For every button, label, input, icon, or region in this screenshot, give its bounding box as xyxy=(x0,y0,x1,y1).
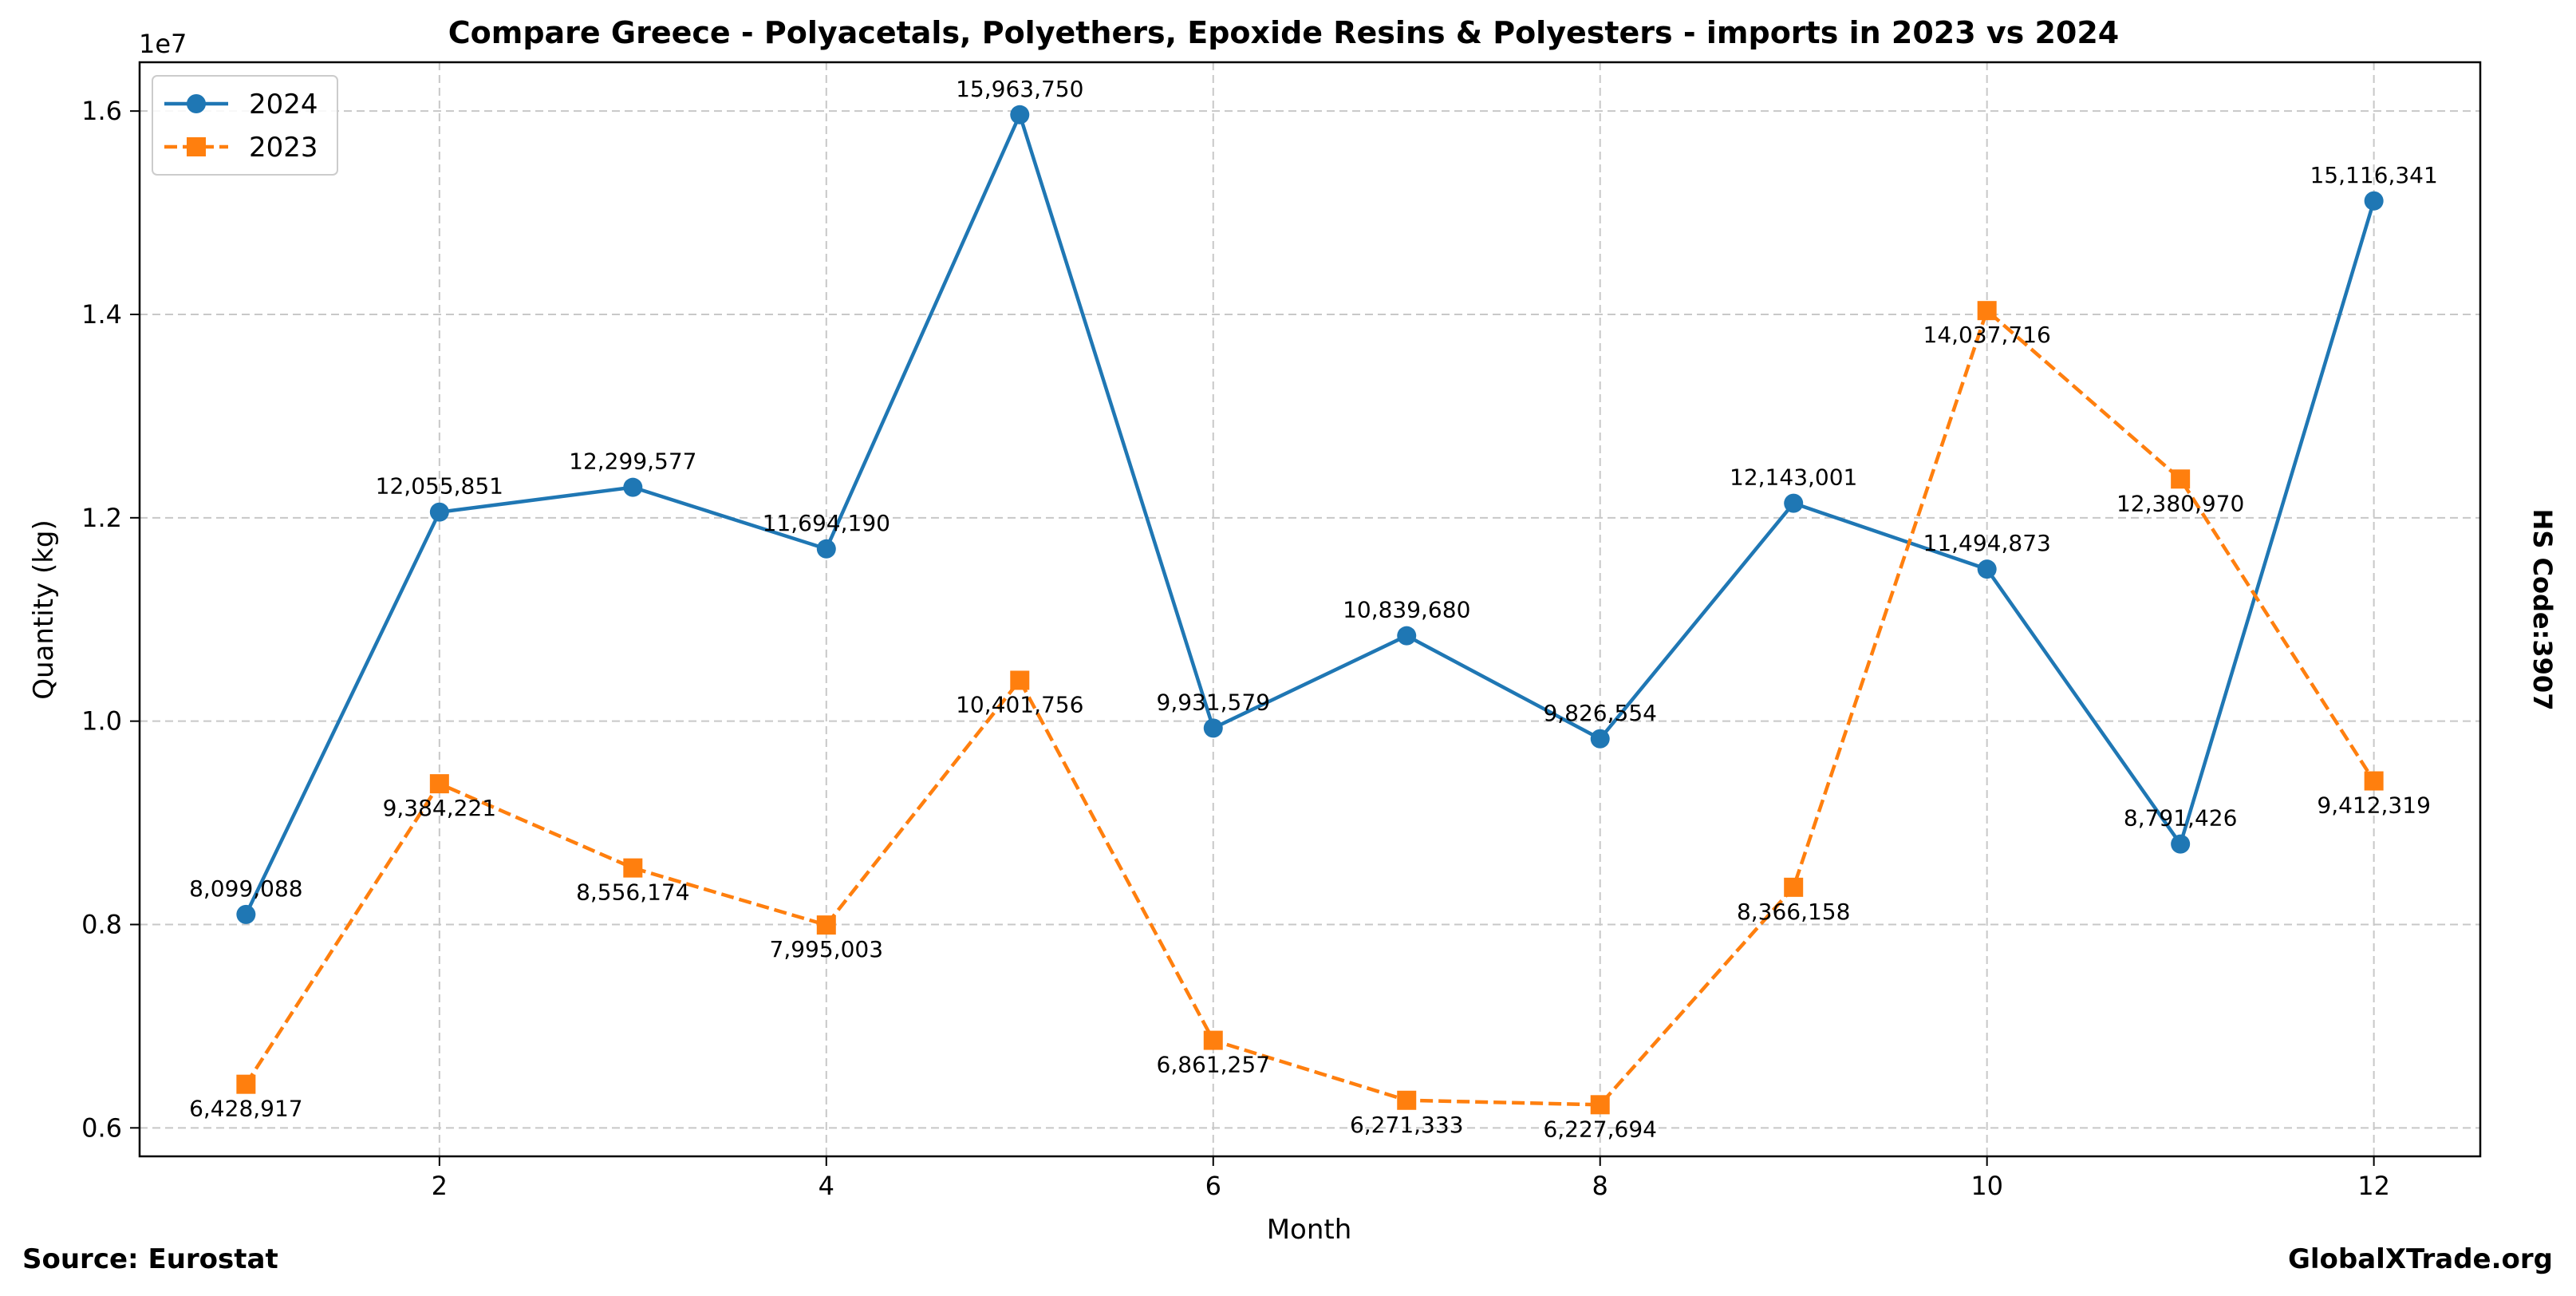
x-axis-label: Month xyxy=(1267,1214,1352,1246)
data-label-2024: 9,826,554 xyxy=(1543,700,1657,726)
data-point-2023 xyxy=(1010,670,1030,690)
source-label: Source: Eurostat xyxy=(22,1243,278,1275)
data-label-2024: 11,494,873 xyxy=(1923,530,2051,556)
data-label-2024: 11,694,190 xyxy=(763,510,890,536)
data-label-2024: 12,143,001 xyxy=(1730,464,1857,491)
data-point-2024 xyxy=(1203,718,1223,738)
series-lines xyxy=(244,113,2376,1107)
data-label-2024: 10,839,680 xyxy=(1343,597,1470,623)
y-tick-label: 0.6 xyxy=(81,1112,122,1143)
x-tick-label: 8 xyxy=(1592,1171,1608,1201)
data-label-2023: 6,271,333 xyxy=(1350,1112,1464,1138)
y-tick-label: 1.0 xyxy=(81,706,122,737)
data-point-2023 xyxy=(816,915,836,935)
data-label-2023: 6,428,917 xyxy=(189,1096,303,1122)
series-markers xyxy=(236,105,2384,1115)
data-label-2023: 6,227,694 xyxy=(1543,1116,1657,1142)
data-label-2023: 8,556,174 xyxy=(576,879,690,906)
legend-marker-2023 xyxy=(187,137,206,156)
data-label-2023: 9,384,221 xyxy=(383,795,497,821)
data-label-2024: 9,931,579 xyxy=(1157,689,1271,715)
chart-title: Compare Greece - Polyacetals, Polyethers… xyxy=(448,15,2120,50)
data-point-2023 xyxy=(1977,301,1997,321)
data-label-2024: 8,791,426 xyxy=(2124,805,2238,832)
data-point-2023 xyxy=(623,858,643,878)
y-tick-label: 1.6 xyxy=(81,96,122,126)
data-point-2024 xyxy=(1010,105,1030,124)
data-point-2024 xyxy=(623,477,643,497)
data-label-2024: 15,963,750 xyxy=(956,76,1083,102)
data-point-2023 xyxy=(2364,771,2384,791)
data-point-2023 xyxy=(1397,1090,1417,1110)
data-label-2023: 10,401,756 xyxy=(956,691,1083,717)
y-axis-scale-label: 1e7 xyxy=(139,29,187,59)
legend-label-2023: 2023 xyxy=(249,132,318,164)
x-tick-label: 10 xyxy=(1970,1171,2003,1201)
data-point-2024 xyxy=(1977,559,1997,579)
legend-marker-2024 xyxy=(187,94,206,113)
x-tick-label: 2 xyxy=(432,1171,448,1201)
data-label-2023: 14,037,716 xyxy=(1923,322,2051,348)
data-point-2024 xyxy=(2171,834,2191,854)
data-label-2023: 9,412,319 xyxy=(2317,792,2431,819)
data-point-2024 xyxy=(1397,626,1417,646)
data-point-2024 xyxy=(429,502,449,522)
data-label-2024: 12,299,577 xyxy=(569,448,696,475)
x-tick-label: 12 xyxy=(2357,1171,2390,1201)
data-point-2024 xyxy=(236,904,256,924)
data-label-2024: 12,055,851 xyxy=(376,473,503,500)
data-point-2023 xyxy=(1203,1030,1223,1050)
data-label-2023: 8,366,158 xyxy=(1737,899,1851,925)
y-axis-ticks: 0.6 0.8 1.0 1.2 1.4 1.6 xyxy=(81,96,140,1143)
data-label-2023: 6,861,257 xyxy=(1157,1052,1271,1078)
y-axis-label: Quantity (kg) xyxy=(28,520,60,700)
y-tick-label: 0.8 xyxy=(81,909,122,939)
x-tick-label: 4 xyxy=(819,1171,834,1201)
data-label-2023: 12,380,970 xyxy=(2116,490,2244,516)
data-point-2024 xyxy=(1784,493,1804,513)
data-point-2023 xyxy=(1590,1095,1610,1115)
data-point-2023 xyxy=(236,1074,256,1094)
y-tick-label: 1.4 xyxy=(81,299,122,330)
legend: 2024 2023 xyxy=(152,75,338,176)
hs-code-label: HS Code:3907 xyxy=(2527,509,2558,711)
data-point-2024 xyxy=(1590,729,1610,749)
x-tick-label: 6 xyxy=(1205,1171,1221,1201)
data-label-2024: 8,099,088 xyxy=(189,875,303,902)
data-point-2023 xyxy=(429,774,449,794)
data-point-2024 xyxy=(816,539,836,559)
series-line-2024 xyxy=(244,113,2376,915)
data-point-2023 xyxy=(1784,877,1804,897)
legend-label-2024: 2024 xyxy=(249,89,318,121)
data-label-2024: 15,116,341 xyxy=(2310,162,2437,188)
data-point-2023 xyxy=(2171,469,2191,489)
plot-frame xyxy=(138,61,2482,1158)
series-line-2023 xyxy=(244,308,2376,1107)
y-tick-label: 1.2 xyxy=(81,503,122,533)
data-label-2023: 7,995,003 xyxy=(770,936,884,962)
data-point-2024 xyxy=(2364,191,2384,211)
grid xyxy=(140,62,2480,1156)
brand-label: GlobalXTrade.org xyxy=(2288,1243,2553,1275)
x-axis-ticks: 2 4 6 8 10 12 xyxy=(432,1156,2390,1201)
data-labels: 8,099,088 12,055,851 12,299,577 11,694,190 1… xyxy=(189,76,2438,1143)
